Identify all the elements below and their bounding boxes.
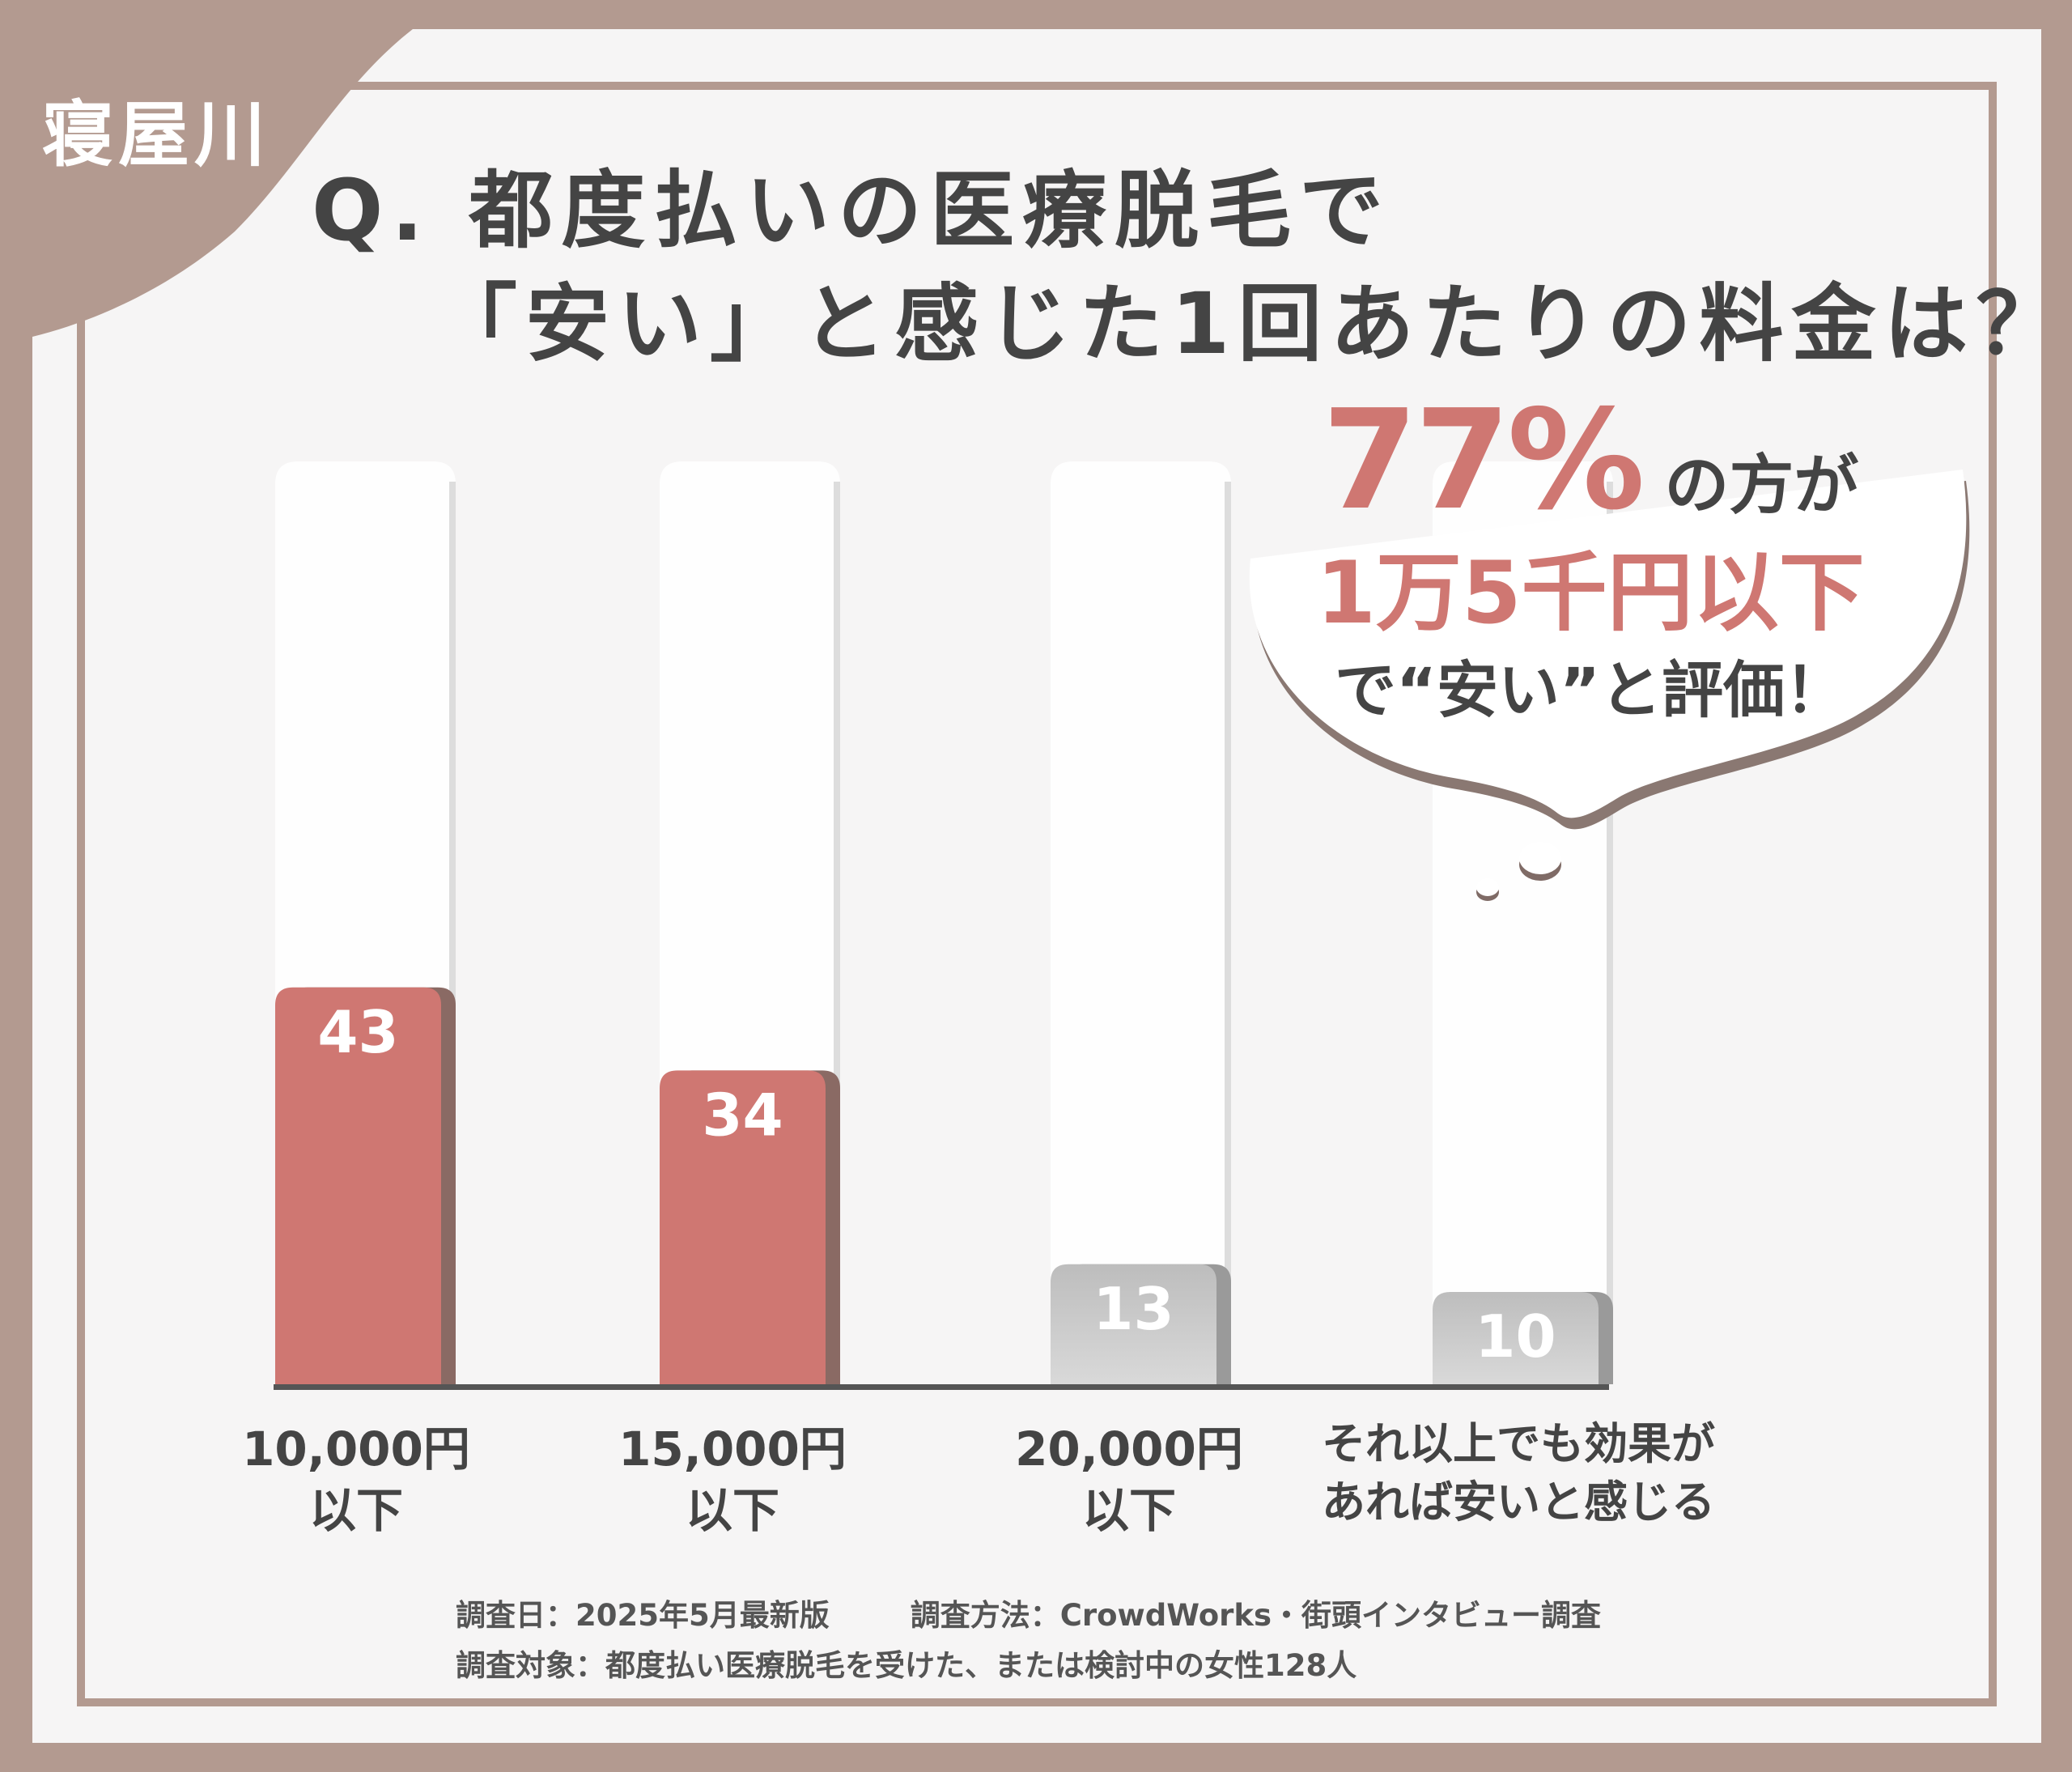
footer-row-2: 調査対象：都度払い医療脱毛を受けた、または検討中の女性128人 <box>456 1641 1601 1691</box>
bar-track-edge-3 <box>1225 482 1231 1384</box>
x-label-1: 10,000円 以下 <box>202 1418 510 1541</box>
callout-line-1-rest: の方が <box>1664 448 1859 523</box>
callout-line-2: 1万5千円以下 <box>1316 543 1865 643</box>
x-label-4-line-1: それ以上でも効果が <box>1322 1418 1715 1469</box>
bar-4 <box>1433 1292 1599 1384</box>
bar-track-3 <box>1051 461 1231 1384</box>
bar-value-label-4: 10 <box>1475 1302 1556 1370</box>
survey-footer: 調査日：2025年5月最新版 調査方法：CrowdWorks・街頭インタビュー調査… <box>456 1591 1601 1691</box>
title-line-2: 「安い」と感じた1回あたりの料金は？ <box>433 274 2069 373</box>
bar-2 <box>660 1070 826 1384</box>
callout: 77% の方が 1万5千円以下 で“安い”と評価！ <box>1267 380 1914 735</box>
bar-1 <box>275 987 441 1384</box>
x-label-3-line-1: 20,000円 <box>1015 1421 1243 1477</box>
x-label-2-line-2: 以下 <box>685 1483 779 1538</box>
x-label-2-line-1: 15,000円 <box>618 1421 847 1477</box>
bar-track-edge-4 <box>1607 482 1613 1384</box>
bar-track-edge-1 <box>449 482 456 1384</box>
bar-value-label-1: 43 <box>317 998 398 1066</box>
x-label-1-line-2: 以下 <box>308 1483 403 1538</box>
x-label-4: それ以上でも効果が あれば安いと感じる <box>1300 1415 1737 1532</box>
callout-line-1: 77% の方が <box>1267 380 1914 541</box>
bar-value-label-2: 34 <box>702 1081 783 1149</box>
corner-tab <box>32 29 413 337</box>
x-label-3: 20,000円 以下 <box>975 1418 1283 1541</box>
x-label-2: 15,000円 以下 <box>579 1418 886 1541</box>
x-label-4-line-2: あれば安いと感じる <box>1322 1477 1715 1528</box>
bar-track-edge-2 <box>834 482 840 1384</box>
corner-label: 寝屋川 <box>42 93 271 176</box>
callout-line-3: で“安い”と評価！ <box>1335 654 1846 726</box>
bar-3 <box>1051 1264 1216 1384</box>
x-axis-baseline <box>274 1384 1609 1390</box>
x-label-1-line-1: 10,000円 <box>242 1421 470 1477</box>
footer-row-1: 調査日：2025年5月最新版 調査方法：CrowdWorks・街頭インタビュー調査 <box>456 1591 1601 1641</box>
callout-percent: 77% <box>1322 380 1645 541</box>
question-title: Q. 都度払いの医療脱毛で 「安い」と感じた1回あたりの料金は？ <box>312 154 2068 380</box>
title-line-1: Q. 都度払いの医療脱毛で <box>312 161 1392 260</box>
bar-value-label-3: 13 <box>1093 1275 1174 1343</box>
survey-date: 調査日：2025年5月最新版 <box>456 1598 830 1633</box>
x-label-3-line-2: 以下 <box>1081 1483 1176 1538</box>
survey-target: 調査対象：都度払い医療脱毛を受けた、または検討中の女性128人 <box>456 1648 1357 1683</box>
survey-method: 調査方法：CrowdWorks・街頭インタビュー調査 <box>910 1598 1602 1633</box>
